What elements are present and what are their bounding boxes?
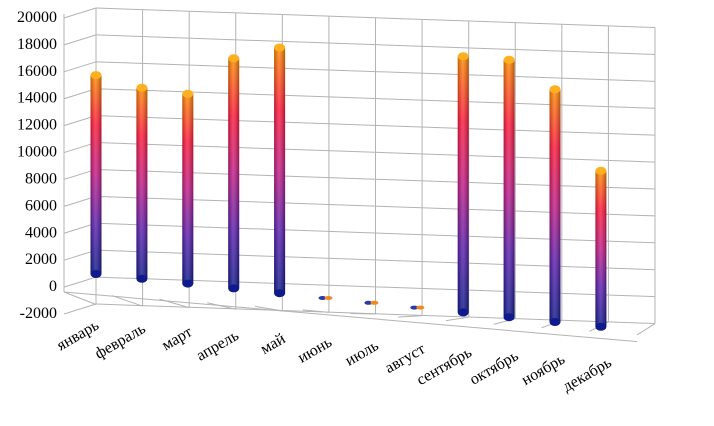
bar-shading: [182, 93, 194, 284]
bar-shading: [136, 87, 148, 279]
y-tick-label: 10000: [17, 144, 57, 161]
floor-divider: [63, 291, 97, 305]
bar-zero-cap: [324, 296, 333, 300]
bar: [318, 296, 333, 300]
y-tick-label: 16000: [17, 63, 57, 80]
bar-zero-base: [364, 300, 373, 305]
bar-base: [457, 308, 469, 317]
bar: [457, 52, 469, 317]
y-tick-label: 12000: [17, 117, 57, 134]
bar-cap: [595, 166, 607, 175]
gridlines: [63, 7, 656, 343]
bar-shading: [457, 56, 469, 313]
bar-cap: [457, 52, 469, 61]
floor-divider: [445, 316, 469, 322]
bar-cap: [90, 71, 102, 80]
gridline-left: [63, 303, 97, 315]
bar: [274, 43, 286, 298]
floor-divider: [254, 305, 283, 312]
bar-base: [136, 274, 148, 283]
floor-divider: [111, 295, 143, 307]
bar-cap: [136, 83, 148, 92]
bar-shading: [595, 170, 607, 327]
bar-cap: [503, 55, 515, 64]
y-tick-label: 4000: [25, 224, 57, 241]
gridline-left: [63, 276, 97, 288]
bar-zero-base: [318, 296, 327, 300]
floor-divider: [398, 315, 423, 318]
bar-zero-base: [410, 305, 419, 310]
y-tick-label: -2000: [20, 305, 57, 322]
bar: [410, 305, 425, 310]
bar-base: [90, 270, 102, 278]
gridline-left: [63, 34, 97, 46]
bar-shading: [274, 47, 286, 294]
bar-cap: [228, 54, 240, 63]
floor-divider: [302, 309, 329, 313]
y-tick-label: 8000: [25, 170, 57, 187]
y-axis-tick-labels: 2000018000160001400012000100008000600040…: [17, 9, 57, 322]
floor-divider: [207, 302, 236, 310]
bar-shading: [503, 59, 515, 318]
bar: [549, 85, 561, 326]
bar: [595, 166, 607, 331]
bar: [90, 71, 102, 278]
floor-divider: [350, 312, 376, 315]
gridline-left: [63, 61, 97, 73]
x-tick-label: декабрь: [560, 354, 615, 395]
bar: [364, 300, 379, 305]
bar-shading: [90, 75, 102, 274]
y-tick-label: 0: [49, 278, 57, 295]
bar-base: [182, 279, 194, 288]
bar-base: [274, 289, 286, 298]
y-tick-label: 6000: [25, 197, 57, 214]
y-tick-label: 14000: [17, 90, 57, 107]
x-tick-label: май: [258, 330, 289, 358]
bar: [182, 89, 194, 288]
bar-shading: [549, 89, 561, 322]
bar-cap: [274, 43, 286, 52]
bar-shading: [228, 58, 240, 289]
bar-base: [549, 318, 561, 326]
floor-divider: [636, 323, 656, 336]
bar-zero-cap: [416, 305, 425, 310]
x-tick-label: февраль: [92, 320, 149, 362]
floor-divider: [159, 298, 190, 309]
x-tick-label: июнь: [295, 334, 335, 367]
bar-zero-cap: [370, 300, 379, 305]
gridline-left: [63, 7, 97, 19]
floor-front-edge: [63, 291, 638, 343]
gridline-back: [95, 7, 656, 29]
x-tick-label: июль: [342, 337, 381, 369]
y-tick-label: 20000: [17, 9, 57, 26]
bar-base: [595, 322, 607, 331]
y-tick-label: 2000: [25, 251, 57, 268]
bar: [503, 55, 515, 322]
x-tick-label: март: [159, 324, 195, 355]
x-tick-label: апрель: [194, 327, 242, 365]
bars: [90, 43, 607, 331]
y-tick-label: 18000: [17, 36, 57, 53]
bar-base: [503, 313, 515, 322]
bar-base: [228, 284, 240, 293]
x-tick-label: октябрь: [467, 347, 522, 388]
bar-cap: [549, 85, 561, 94]
bar: [136, 83, 148, 283]
bar: [228, 54, 240, 293]
bar-cap: [182, 89, 194, 98]
